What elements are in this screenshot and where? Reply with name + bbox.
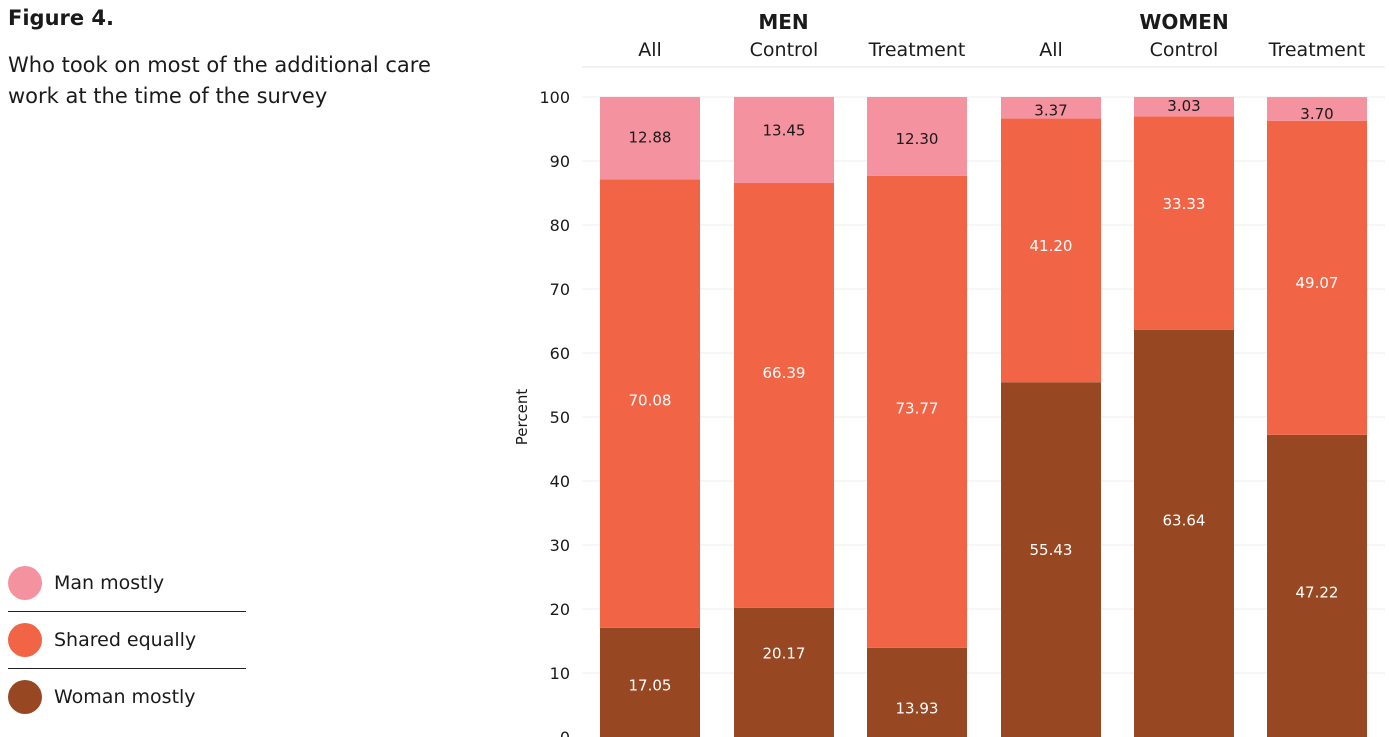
y-tick-label: 70 [550, 280, 570, 299]
legend-divider [8, 668, 246, 669]
category-label: All [1039, 39, 1063, 61]
data-label-woman-mostly: 20.17 [763, 644, 806, 662]
category-label: Treatment [1268, 39, 1366, 61]
data-label-man-mostly: 3.03 [1167, 97, 1200, 115]
category-label: Control [750, 39, 819, 61]
bar-segment-shared-equally [1134, 116, 1234, 330]
y-tick-label: 90 [550, 152, 570, 171]
legend-swatch-man-mostly [8, 566, 42, 600]
bar-segment-woman-mostly [1001, 382, 1101, 737]
data-label-man-mostly: 3.70 [1300, 105, 1333, 123]
category-label: Treatment [868, 39, 966, 61]
bar-segment-shared-equally [600, 179, 700, 628]
data-label-woman-mostly: 13.93 [896, 699, 939, 717]
legend-swatch-shared-equally [8, 623, 42, 657]
data-label-woman-mostly: 17.05 [629, 677, 672, 695]
bar-segment-shared-equally [867, 175, 967, 648]
bar-segment-shared-equally [734, 183, 834, 608]
y-tick-label: 60 [550, 344, 570, 363]
legend-swatch-woman-mostly [8, 680, 42, 714]
category-label: Control [1150, 39, 1219, 61]
category-label: All [638, 39, 662, 61]
data-label-man-mostly: 13.45 [763, 121, 806, 139]
legend-divider [8, 611, 246, 612]
legend-item-man-mostly: Man mostly [8, 563, 246, 603]
bar-segment-man-mostly [734, 96, 834, 184]
bar-segment-woman-mostly [734, 607, 834, 737]
group-label: MEN [758, 10, 808, 34]
data-label-shared-equally: 73.77 [896, 400, 939, 418]
data-label-man-mostly: 12.88 [629, 129, 672, 147]
bar-segment-man-mostly [867, 97, 967, 176]
y-tick-label: 20 [550, 600, 570, 619]
data-label-woman-mostly: 47.22 [1296, 583, 1339, 601]
y-tick-label: 50 [550, 408, 570, 427]
bar-segment-shared-equally [1001, 118, 1101, 383]
legend-label-shared-equally: Shared equally [54, 629, 197, 651]
data-label-shared-equally: 49.07 [1296, 274, 1339, 292]
data-label-woman-mostly: 63.64 [1163, 512, 1206, 530]
data-label-man-mostly: 3.37 [1034, 101, 1067, 119]
figure-subtitle: Who took on most of the additional care … [8, 53, 431, 108]
legend: Man mostly Shared equally Woman mostly [8, 563, 246, 717]
legend-item-woman-mostly: Woman mostly [8, 677, 246, 717]
y-tick-label: 80 [550, 216, 570, 235]
y-tick-label: 100 [539, 88, 570, 107]
bar-segment-shared-equally [1267, 120, 1367, 435]
bar-segment-man-mostly [600, 96, 700, 180]
data-label-man-mostly: 12.30 [896, 130, 939, 148]
bar-segment-man-mostly [1001, 97, 1101, 119]
y-axis-title: Percent [513, 389, 531, 446]
data-label-shared-equally: 41.20 [1030, 237, 1073, 255]
data-label-woman-mostly: 55.43 [1030, 541, 1073, 559]
bar-segment-woman-mostly [867, 647, 967, 737]
y-tick-label: 30 [550, 536, 570, 555]
legend-label-woman-mostly: Woman mostly [54, 686, 196, 708]
bar-segment-woman-mostly [1134, 329, 1234, 737]
y-tick-label: 10 [550, 664, 570, 683]
bar-segment-man-mostly [1267, 97, 1367, 121]
data-label-shared-equally: 66.39 [763, 364, 806, 382]
legend-label-man-mostly: Man mostly [54, 572, 165, 594]
bar-segment-woman-mostly [1267, 434, 1367, 737]
figure-title: Figure 4. [8, 6, 115, 30]
y-tick-label: 40 [550, 472, 570, 491]
legend-item-shared-equally: Shared equally [8, 620, 246, 660]
bar-segment-woman-mostly [600, 627, 700, 737]
group-label: WOMEN [1139, 10, 1228, 34]
y-tick-label: 0 [560, 728, 570, 737]
data-label-shared-equally: 70.08 [629, 391, 672, 409]
data-label-shared-equally: 33.33 [1163, 195, 1206, 213]
bar-segment-man-mostly [1134, 97, 1234, 117]
